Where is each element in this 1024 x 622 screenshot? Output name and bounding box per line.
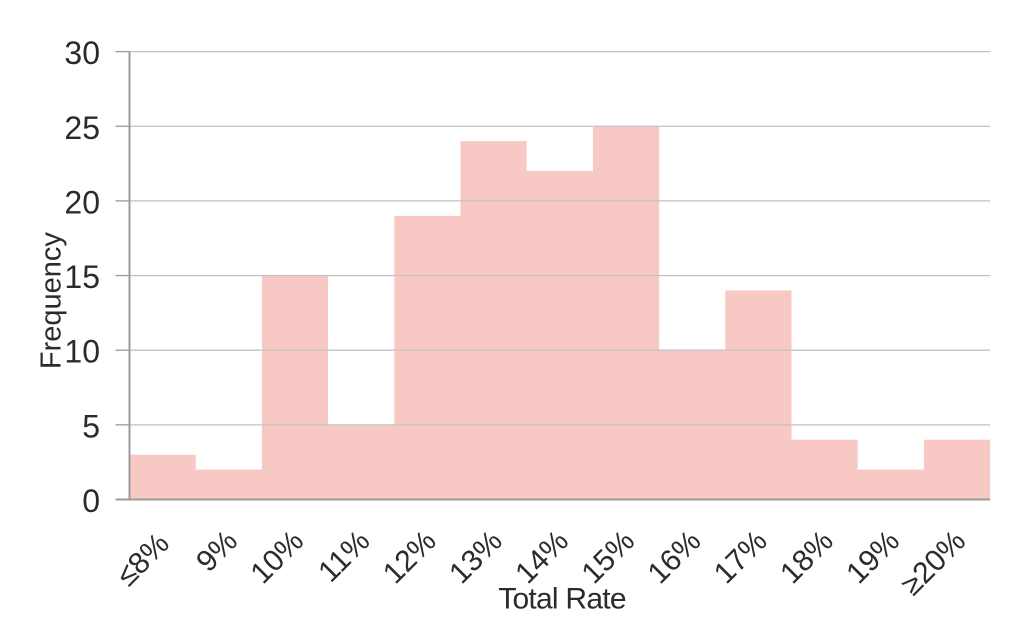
svg-text:25: 25	[64, 110, 100, 146]
svg-text:15: 15	[64, 259, 100, 295]
svg-text:10: 10	[64, 334, 100, 370]
svg-text:Frequency: Frequency	[36, 232, 68, 370]
svg-text:Total Rate: Total Rate	[498, 583, 626, 616]
svg-text:5: 5	[82, 408, 100, 444]
svg-text:0: 0	[82, 483, 100, 519]
svg-text:30: 30	[64, 35, 100, 71]
svg-text:20: 20	[64, 184, 100, 220]
